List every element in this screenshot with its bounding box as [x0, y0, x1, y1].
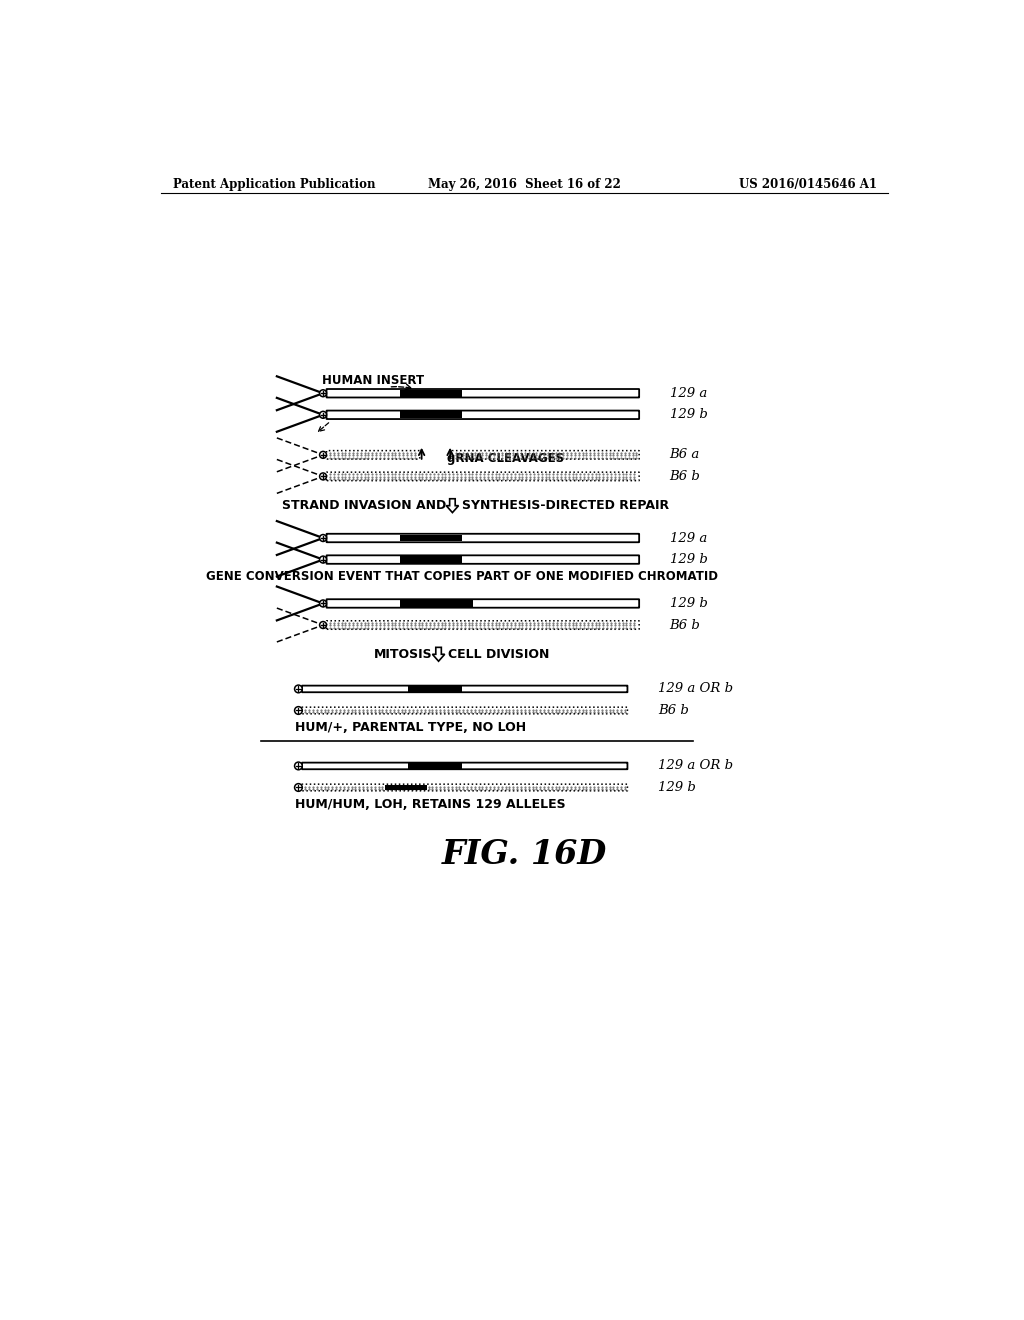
Text: B6 b: B6 b: [670, 470, 700, 483]
FancyBboxPatch shape: [302, 685, 628, 692]
Text: 129 a OR b: 129 a OR b: [658, 682, 733, 696]
Bar: [400, 389, 462, 397]
Text: 129 a OR b: 129 a OR b: [658, 759, 733, 772]
Circle shape: [319, 451, 327, 458]
Circle shape: [319, 535, 327, 541]
Text: 129 b: 129 b: [670, 553, 708, 566]
Text: MITOSIS: MITOSIS: [374, 648, 432, 661]
FancyBboxPatch shape: [327, 389, 639, 397]
Circle shape: [319, 412, 327, 418]
Bar: [400, 556, 462, 564]
Bar: [400, 535, 462, 541]
Text: gRNA CLEAVAGES: gRNA CLEAVAGES: [447, 453, 564, 465]
Bar: [408, 763, 462, 768]
Circle shape: [295, 685, 302, 693]
Bar: [385, 785, 427, 791]
Text: Patent Application Publication: Patent Application Publication: [173, 178, 376, 190]
Text: STRAND INVASION AND: STRAND INVASION AND: [282, 499, 446, 512]
FancyBboxPatch shape: [327, 533, 639, 543]
Circle shape: [319, 622, 327, 628]
Text: 129 b: 129 b: [658, 781, 696, 795]
Circle shape: [295, 762, 302, 770]
Text: HUM/+, PARENTAL TYPE, NO LOH: HUM/+, PARENTAL TYPE, NO LOH: [295, 721, 525, 734]
Text: GENE CONVERSION EVENT THAT COPIES PART OF ONE MODIFIED CHROMATID: GENE CONVERSION EVENT THAT COPIES PART O…: [206, 570, 718, 583]
Bar: [408, 686, 462, 692]
Bar: [400, 412, 462, 418]
FancyBboxPatch shape: [452, 450, 639, 459]
FancyBboxPatch shape: [327, 620, 639, 630]
Circle shape: [319, 601, 327, 607]
Text: B6 b: B6 b: [658, 704, 689, 717]
FancyBboxPatch shape: [327, 473, 639, 480]
Polygon shape: [432, 647, 444, 661]
Circle shape: [319, 389, 327, 397]
Circle shape: [319, 556, 327, 564]
FancyBboxPatch shape: [302, 708, 628, 714]
Text: FIG. 16D: FIG. 16D: [442, 838, 607, 871]
Text: HUMAN INSERT: HUMAN INSERT: [322, 374, 424, 387]
FancyBboxPatch shape: [302, 763, 628, 770]
Text: May 26, 2016  Sheet 16 of 22: May 26, 2016 Sheet 16 of 22: [428, 178, 622, 190]
Bar: [400, 601, 473, 607]
Text: 129 a: 129 a: [670, 387, 707, 400]
Text: US 2016/0145646 A1: US 2016/0145646 A1: [739, 178, 878, 190]
Text: 129 b: 129 b: [670, 408, 708, 421]
Circle shape: [295, 706, 302, 714]
Polygon shape: [446, 499, 459, 512]
Circle shape: [295, 784, 302, 792]
Text: B6 b: B6 b: [670, 619, 700, 631]
Text: B6 a: B6 a: [670, 449, 699, 462]
Circle shape: [319, 473, 327, 480]
FancyBboxPatch shape: [327, 599, 639, 607]
FancyBboxPatch shape: [327, 450, 420, 459]
Text: CELL DIVISION: CELL DIVISION: [447, 648, 549, 661]
Text: HUM/HUM, LOH, RETAINS 129 ALLELES: HUM/HUM, LOH, RETAINS 129 ALLELES: [295, 797, 565, 810]
Text: 129 a: 129 a: [670, 532, 707, 545]
FancyBboxPatch shape: [327, 556, 639, 564]
Text: SYNTHESIS-DIRECTED REPAIR: SYNTHESIS-DIRECTED REPAIR: [462, 499, 669, 512]
FancyBboxPatch shape: [327, 411, 639, 418]
FancyBboxPatch shape: [302, 784, 628, 791]
Text: 129 b: 129 b: [670, 597, 708, 610]
